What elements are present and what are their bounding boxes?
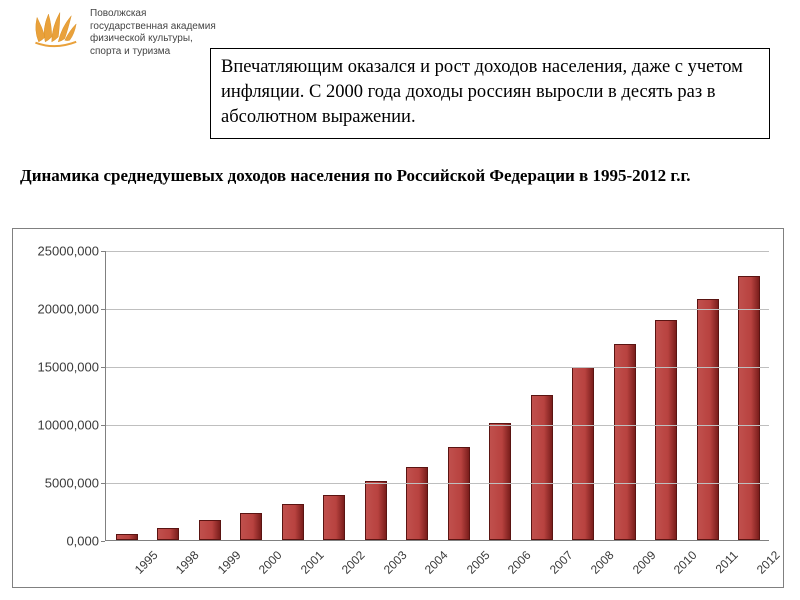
gridline [106,251,769,252]
y-tick-mark [101,367,105,368]
x-tick-label: 2005 [464,548,493,577]
x-tick-label: 1998 [173,548,202,577]
x-tick-label: 1995 [132,548,161,577]
bar [365,481,387,540]
bars-container [106,251,769,540]
academy-logo-icon [30,6,80,50]
org-line: физической культуры, [90,33,216,46]
bar [240,513,262,540]
x-axis-labels: 1995 1998 1999 2000 2001 2002 2003 2004 2005 2006… [105,544,769,584]
gridline [106,425,769,426]
x-tick-label: 2008 [588,548,617,577]
bar [697,299,719,540]
bar [199,520,221,540]
y-tick-label: 20000,000 [19,302,99,317]
y-tick-mark [101,309,105,310]
y-tick-label: 10000,000 [19,418,99,433]
x-tick-label: 2004 [422,548,451,577]
caption-text: Динамика среднедушевых доходов населения… [20,166,691,185]
bar [738,276,760,540]
x-tick-label: 2012 [754,548,783,577]
x-tick-label: 2003 [381,548,410,577]
x-tick-label: 2007 [547,548,576,577]
bar [531,395,553,540]
y-tick-label: 0,000 [19,534,99,549]
info-box-text: Впечатляющим оказался и рост доходов нас… [221,57,743,127]
y-tick-label: 5000,000 [19,476,99,491]
chart-caption: Динамика среднедушевых доходов населения… [20,160,780,192]
bar [323,495,345,540]
bar [282,504,304,540]
x-tick-label: 2009 [630,548,659,577]
x-tick-label: 2000 [256,548,285,577]
x-tick-label: 2011 [712,548,740,576]
bar [655,320,677,540]
org-line: Поволжская [90,8,216,21]
x-tick-label: 2001 [298,548,327,577]
bar [116,534,138,540]
x-tick-label: 2006 [505,548,534,577]
bar [406,467,428,540]
y-tick-mark [101,251,105,252]
bar [489,423,511,540]
y-tick-label: 15000,000 [19,360,99,375]
info-box: Впечатляющим оказался и рост доходов нас… [210,48,770,139]
x-tick-label: 1999 [215,548,244,577]
org-line: государственная академия [90,21,216,34]
y-tick-mark [101,483,105,484]
y-tick-mark [101,425,105,426]
bar [572,367,594,540]
x-tick-label: 2002 [339,548,368,577]
plot-area [105,251,769,541]
y-tick-label: 25000,000 [19,244,99,259]
income-chart: 1995 1998 1999 2000 2001 2002 2003 2004 2005 2006… [12,228,784,588]
org-line: спорта и туризма [90,46,216,59]
org-name: Поволжская государственная академия физи… [90,6,216,58]
bar [157,528,179,540]
bar [614,344,636,540]
gridline [106,483,769,484]
gridline [106,309,769,310]
gridline [106,367,769,368]
bar [448,447,470,540]
x-tick-label: 2010 [671,548,700,577]
y-tick-mark [101,541,105,542]
